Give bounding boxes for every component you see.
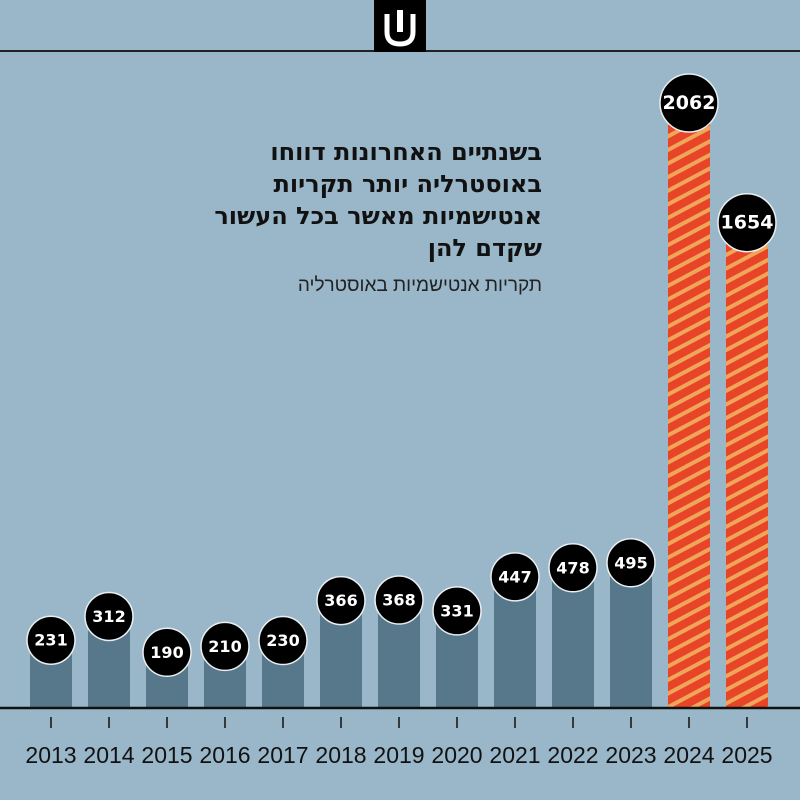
data-label-circle-2017 <box>258 615 308 666</box>
data-label-2016: 210 <box>208 637 241 656</box>
bar-2024 <box>668 103 710 708</box>
data-label-2021: 447 <box>498 567 531 586</box>
bar-2025 <box>726 222 768 708</box>
data-label-2015: 190 <box>150 643 183 662</box>
data-label-circle-2020 <box>432 586 482 636</box>
data-label-2022: 478 <box>556 558 589 577</box>
x-tick-label-2014: 2014 <box>83 742 134 768</box>
data-label-circle-2016 <box>200 621 250 672</box>
x-tick-label-2017: 2017 <box>257 742 308 768</box>
data-label-circle-2014 <box>84 591 134 642</box>
x-tick-label-2013: 2013 <box>25 742 76 768</box>
x-tick-label-2020: 2020 <box>431 742 482 768</box>
chart-subtitle: תקריות אנטישמיות באוסטרליה <box>297 275 542 296</box>
data-label-circle-2018 <box>316 575 366 626</box>
chart-title: בשנתיים האחרונות דווחו באוסטרליה יותר תק… <box>214 138 542 262</box>
data-label-2024: 2062 <box>663 92 716 114</box>
data-label-circle-2024 <box>659 73 719 133</box>
data-label-circle-2025 <box>717 192 777 253</box>
data-label-circle-2015 <box>142 627 192 678</box>
x-tick-label-2025: 2025 <box>721 742 772 768</box>
data-label-2017: 230 <box>266 631 299 650</box>
x-tick-label-2023: 2023 <box>605 742 656 768</box>
publisher-logo-icon <box>374 0 426 52</box>
x-tick-label-2018: 2018 <box>315 742 366 768</box>
x-tick-label-2019: 2019 <box>373 742 424 768</box>
data-label-2013: 231 <box>34 631 67 650</box>
data-label-2020: 331 <box>440 601 473 620</box>
data-label-circle-2022 <box>548 543 598 593</box>
data-label-circle-2023 <box>606 538 656 588</box>
data-label-circle-2013 <box>26 615 76 665</box>
data-label-2025: 1654 <box>721 212 774 234</box>
data-label-2018: 366 <box>324 591 357 610</box>
x-tick-label-2016: 2016 <box>199 742 250 768</box>
x-tick-label-2015: 2015 <box>141 742 192 768</box>
data-label-circle-2019 <box>374 575 424 625</box>
x-tick-label-2024: 2024 <box>663 742 714 768</box>
data-label-circle-2021 <box>490 552 540 602</box>
data-label-2023: 495 <box>614 553 647 572</box>
x-tick-label-2022: 2022 <box>547 742 598 768</box>
x-axis-ticks: 2013 2014 2015 2016 2017 2018 2019 2020 2021 2022… <box>25 717 773 768</box>
data-label-series: 231 312 190 210 230 366 368 331 447 478 495 2062 165… <box>26 73 777 678</box>
x-tick-label-2021: 2021 <box>489 742 540 768</box>
chart-heading: בשנתיים האחרונות דווחו באוסטרליה יותר תק… <box>212 136 542 298</box>
data-label-2019: 368 <box>382 591 415 610</box>
data-label-2014: 312 <box>92 607 125 626</box>
